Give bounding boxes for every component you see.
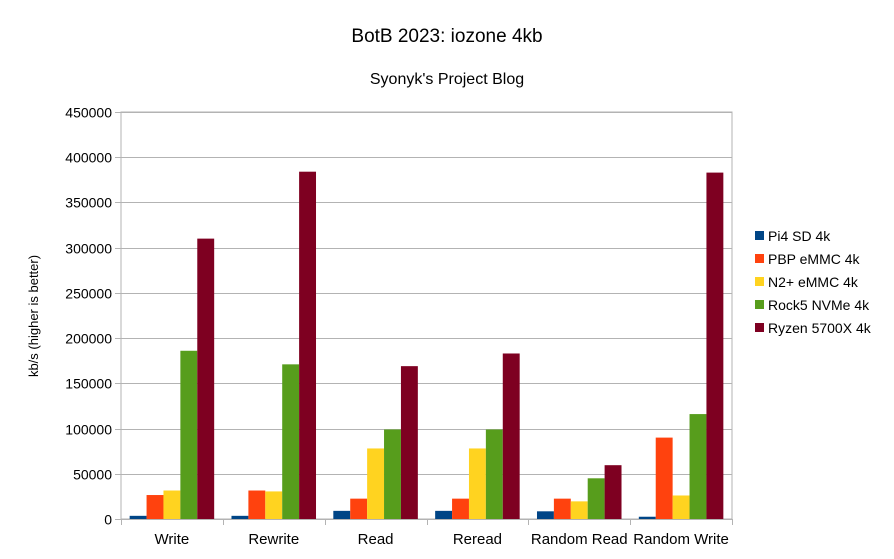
bar: [536, 511, 554, 519]
bar: [435, 510, 453, 519]
bar: [248, 490, 266, 519]
bar: [129, 515, 147, 519]
x-tick-label: Read: [358, 531, 394, 548]
bar: [333, 510, 351, 519]
legend-label: Ryzen 5700X 4k: [768, 320, 872, 336]
legend-swatch: [755, 231, 764, 240]
x-tick-label: Reread: [453, 531, 502, 548]
legend-swatch: [755, 300, 764, 309]
legend-label: Pi4 SD 4k: [768, 228, 831, 244]
bar: [638, 516, 656, 519]
legend-label: N2+ eMMC 4k: [768, 274, 859, 290]
bar: [299, 171, 317, 519]
y-axis-title: kb/s (higher is better): [26, 255, 41, 377]
chart-title: BotB 2023: iozone 4kb: [351, 26, 542, 47]
bar: [265, 491, 283, 519]
bar: [231, 515, 249, 519]
bar: [570, 501, 588, 519]
bar: [282, 364, 300, 519]
bar: [350, 498, 368, 519]
bar: [604, 465, 622, 519]
plot-area: 0 50000 100000 150000 200000 250000 300000 3500…: [65, 105, 733, 548]
bar: [146, 495, 164, 519]
bar: [689, 414, 707, 519]
y-tick-label: 450000: [65, 105, 112, 121]
bar: [468, 448, 486, 519]
legend: Pi4 SD 4k PBP eMMC 4k N2+ eMMC 4k Rock5 NVM…: [755, 228, 872, 336]
y-tick-label: 150000: [65, 376, 112, 392]
bar: [706, 172, 724, 519]
chart-subtitle: Syonyk's Project Blog: [370, 71, 524, 88]
legend-swatch: [755, 277, 764, 286]
bar: [655, 437, 673, 519]
x-tick-label: Random Write: [633, 531, 729, 548]
x-tick-label: Random Read: [531, 531, 628, 548]
y-tick-label: 200000: [65, 331, 112, 347]
legend-swatch: [755, 254, 764, 263]
legend-label: Rock5 NVMe 4k: [768, 297, 870, 313]
y-tick-label: 100000: [65, 422, 112, 438]
y-tick-label: 50000: [73, 467, 112, 483]
y-tick-label: 0: [104, 512, 112, 528]
bar: [384, 429, 401, 519]
y-tick-label: 250000: [65, 286, 112, 302]
legend-swatch: [755, 323, 764, 332]
bar: [672, 495, 690, 519]
bar: [485, 429, 503, 519]
y-tick-label: 400000: [65, 150, 112, 166]
bar: [587, 478, 605, 519]
legend-label: PBP eMMC 4k: [768, 251, 861, 267]
y-tick-label: 300000: [65, 241, 112, 257]
y-tick-label: 350000: [65, 195, 112, 211]
bar: [163, 490, 181, 519]
bar: [180, 350, 198, 519]
bar: [400, 366, 418, 519]
bar: [553, 498, 571, 519]
bar: [502, 353, 520, 519]
bar: [197, 238, 215, 519]
bar: [367, 448, 385, 519]
bar: [452, 498, 469, 519]
x-tick-label: Rewrite: [248, 531, 299, 548]
x-tick-label: Write: [155, 531, 190, 548]
